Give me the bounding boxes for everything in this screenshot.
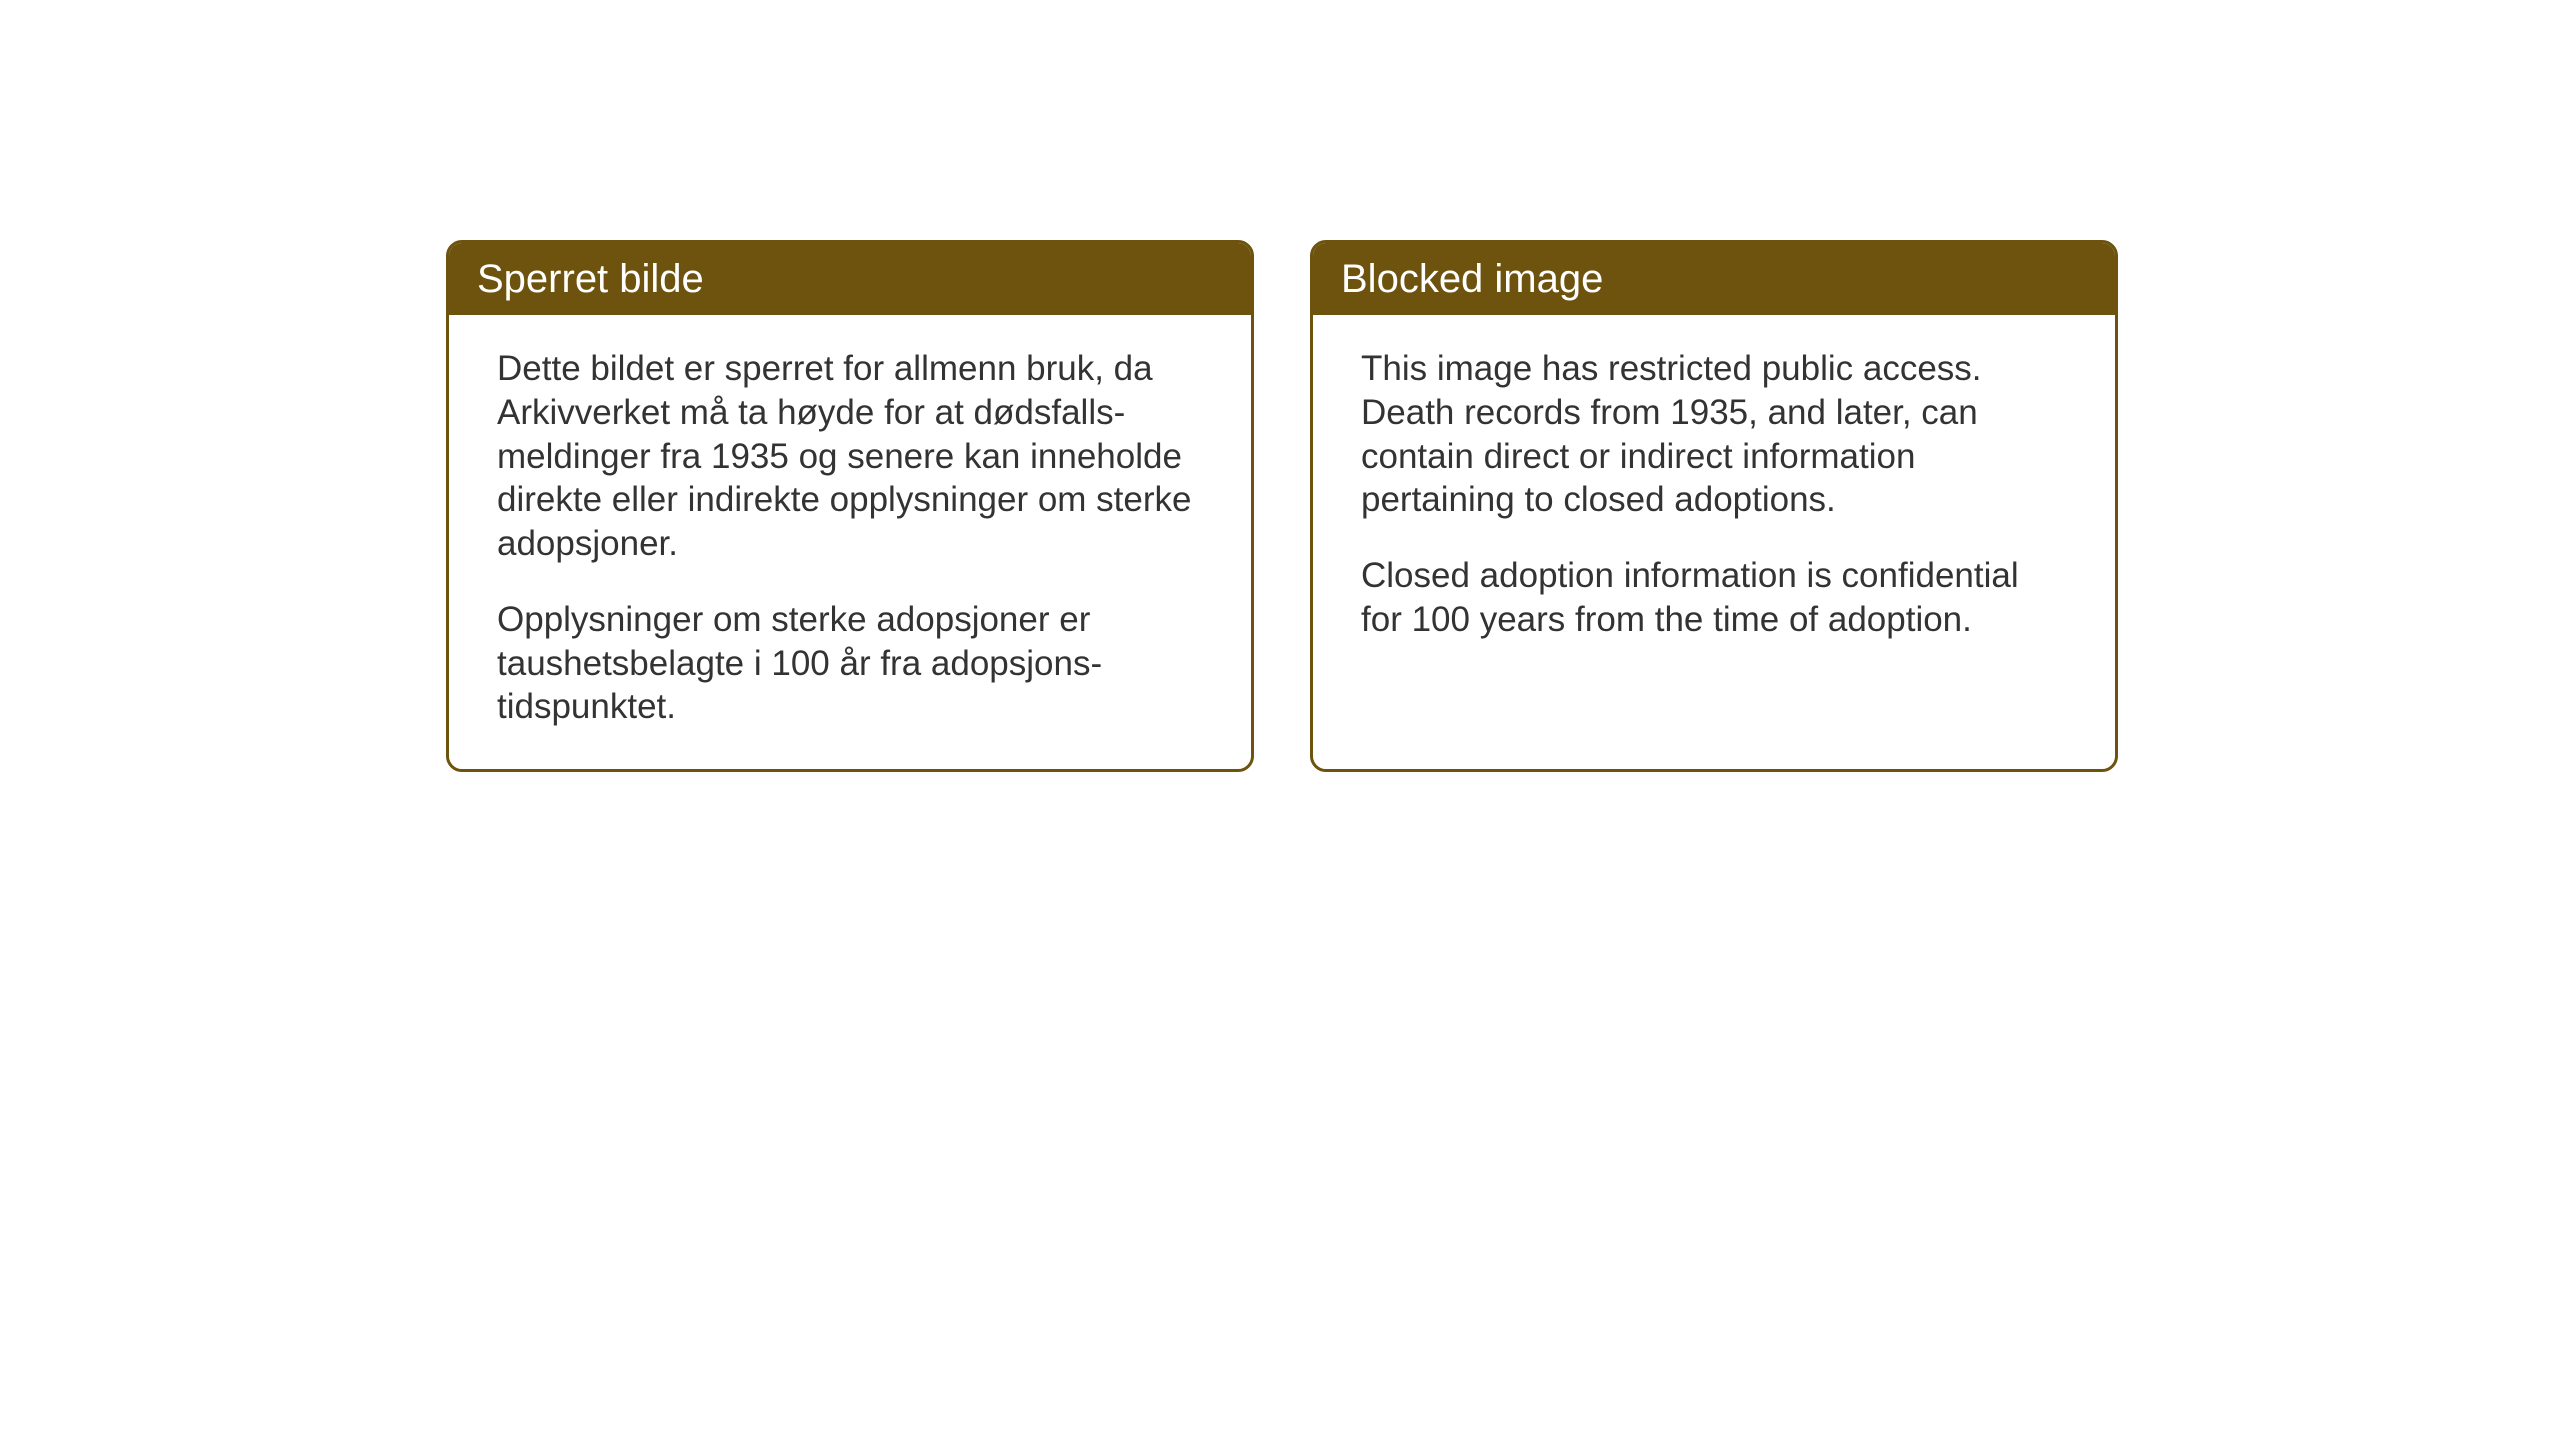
card-body-norwegian: Dette bildet er sperret for allmenn bruk… bbox=[449, 315, 1251, 769]
card-header-norwegian: Sperret bilde bbox=[449, 243, 1251, 315]
card-body-english: This image has restricted public access.… bbox=[1313, 315, 2115, 682]
card-header-english: Blocked image bbox=[1313, 243, 2115, 315]
notice-card-norwegian: Sperret bilde Dette bildet er sperret fo… bbox=[446, 240, 1254, 772]
card-paragraph-english-1: This image has restricted public access.… bbox=[1361, 347, 2067, 522]
card-paragraph-norwegian-2: Opplysninger om sterke adopsjoner er tau… bbox=[497, 598, 1203, 729]
card-title-norwegian: Sperret bilde bbox=[477, 257, 704, 301]
notice-card-english: Blocked image This image has restricted … bbox=[1310, 240, 2118, 772]
card-paragraph-norwegian-1: Dette bildet er sperret for allmenn bruk… bbox=[497, 347, 1203, 566]
notice-container: Sperret bilde Dette bildet er sperret fo… bbox=[446, 240, 2118, 772]
card-paragraph-english-2: Closed adoption information is confident… bbox=[1361, 554, 2067, 642]
card-title-english: Blocked image bbox=[1341, 257, 1603, 301]
